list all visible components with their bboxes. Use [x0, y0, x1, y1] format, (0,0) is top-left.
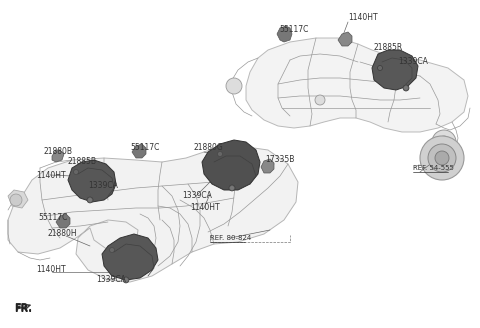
Text: 21880H: 21880H — [48, 230, 78, 238]
Text: 55117C: 55117C — [279, 26, 308, 34]
Polygon shape — [338, 32, 352, 46]
Text: 1140HT: 1140HT — [190, 203, 220, 213]
Polygon shape — [277, 26, 292, 42]
Circle shape — [226, 78, 242, 94]
Polygon shape — [132, 144, 146, 158]
Circle shape — [428, 144, 456, 172]
Text: 1339CA: 1339CA — [398, 57, 428, 67]
Polygon shape — [8, 190, 28, 208]
Circle shape — [73, 170, 79, 174]
Polygon shape — [372, 50, 418, 90]
Text: REF. 80-824: REF. 80-824 — [210, 235, 251, 241]
Polygon shape — [102, 234, 158, 280]
Polygon shape — [246, 38, 468, 132]
Polygon shape — [8, 146, 298, 282]
Polygon shape — [56, 214, 70, 228]
Text: 1140HT: 1140HT — [36, 265, 66, 275]
Circle shape — [315, 95, 325, 105]
Text: 21885R: 21885R — [374, 44, 403, 52]
Text: 1140HT: 1140HT — [36, 171, 66, 179]
Text: 21880B: 21880B — [44, 148, 73, 156]
Text: 21885B: 21885B — [68, 157, 97, 167]
Text: 55117C: 55117C — [130, 144, 159, 153]
Circle shape — [87, 197, 93, 202]
Polygon shape — [52, 150, 64, 162]
Polygon shape — [202, 140, 260, 190]
Circle shape — [109, 248, 115, 253]
Circle shape — [403, 85, 409, 91]
Text: 1339CA: 1339CA — [88, 180, 118, 190]
Text: 1140HT: 1140HT — [348, 13, 378, 23]
Circle shape — [438, 136, 450, 148]
Text: 55117C: 55117C — [38, 214, 67, 222]
Circle shape — [435, 151, 449, 165]
Circle shape — [123, 277, 129, 283]
Polygon shape — [68, 160, 116, 202]
Text: 1339CA: 1339CA — [182, 192, 212, 200]
Circle shape — [229, 185, 235, 191]
Text: REF. 54-555: REF. 54-555 — [413, 165, 454, 171]
Circle shape — [87, 197, 93, 203]
Polygon shape — [261, 159, 274, 173]
Circle shape — [229, 186, 235, 191]
Circle shape — [404, 86, 408, 91]
Text: FR.: FR. — [14, 304, 32, 314]
Text: FR.: FR. — [14, 303, 32, 313]
Text: 21880G: 21880G — [194, 144, 224, 153]
Circle shape — [377, 66, 383, 71]
Circle shape — [10, 194, 22, 206]
Circle shape — [432, 130, 456, 154]
Circle shape — [123, 277, 129, 282]
Text: 1339CA: 1339CA — [96, 276, 126, 284]
Text: 17335B: 17335B — [265, 155, 294, 165]
Circle shape — [217, 152, 223, 156]
Circle shape — [420, 136, 464, 180]
